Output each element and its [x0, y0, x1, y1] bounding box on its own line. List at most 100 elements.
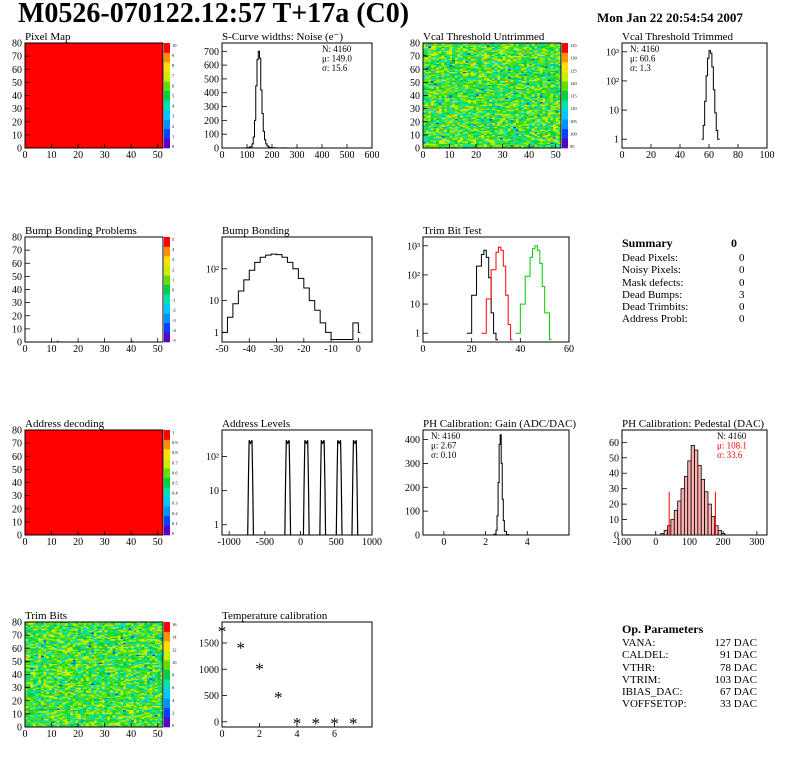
heatmap-cell	[494, 64, 498, 66]
heatmap-cell	[441, 71, 445, 74]
heatmap-cell	[465, 52, 469, 54]
heatmap-cell	[423, 45, 426, 48]
heatmap-cell	[457, 116, 461, 119]
heatmap-cell	[446, 108, 450, 111]
histogram-series	[481, 246, 513, 341]
heatmap-cell	[523, 43, 527, 45]
heatmap-cell	[537, 77, 541, 79]
heatmap-cell	[436, 133, 440, 136]
heatmap-cell	[449, 104, 453, 107]
heatmap-cell	[454, 46, 458, 49]
heatmap-cell	[492, 115, 495, 117]
x-tick-label: 10	[47, 150, 57, 161]
x-tick-label: 40	[675, 150, 685, 161]
heatmap-cell	[537, 102, 541, 104]
heatmap-cell	[441, 86, 445, 88]
heatmap-cell	[473, 141, 477, 144]
heatmap-cell	[460, 123, 464, 125]
heatmap-cell	[470, 107, 474, 109]
heatmap-cell	[550, 85, 554, 87]
heatmap-cell	[446, 132, 450, 134]
histogram-bar	[677, 500, 682, 536]
heatmap-cell	[473, 43, 477, 45]
heatmap-cell	[518, 90, 522, 92]
heatmap-cell	[526, 48, 530, 50]
heatmap-cell	[489, 45, 493, 48]
heatmap-cell	[494, 70, 498, 73]
heatmap-cell	[521, 66, 525, 69]
heatmap-cell	[507, 88, 511, 91]
heatmap-cell	[468, 62, 472, 65]
heatmap-cell	[452, 136, 456, 138]
heatmap-cell	[462, 115, 466, 117]
heatmap-cell	[494, 140, 498, 142]
heatmap-cell	[542, 58, 546, 61]
heatmap-cell	[523, 106, 527, 108]
heatmap-cell	[521, 136, 525, 138]
heatmap-cell	[555, 78, 559, 81]
heatmap-cell	[526, 50, 530, 53]
heatmap-cell	[457, 46, 461, 49]
heatmap-cell	[542, 109, 546, 112]
heatmap-cell	[497, 99, 501, 102]
heatmap-cell	[499, 137, 503, 140]
heatmap-cell	[545, 50, 549, 53]
heatmap-cell	[465, 43, 469, 45]
heatmap-cell	[547, 70, 551, 73]
heatmap-cell	[521, 69, 525, 71]
heatmap-cell	[454, 65, 458, 67]
heatmap-cell	[513, 136, 517, 138]
heatmap-cell	[526, 145, 530, 147]
heatmap-cell	[515, 116, 519, 119]
heatmap-cell	[494, 144, 498, 146]
heatmap-cell	[497, 81, 501, 83]
heatmap-cell	[446, 96, 450, 99]
heatmap-cell	[470, 78, 474, 81]
heatmap-cell	[507, 75, 511, 78]
heatmap-cell	[513, 58, 517, 61]
heatmap-cell	[489, 140, 493, 142]
x-tick-label: 20	[73, 150, 83, 161]
heatmap-cell	[449, 87, 453, 90]
heatmap-cell	[436, 73, 440, 75]
palette-swatch	[164, 332, 170, 343]
heatmap-cell	[542, 79, 546, 82]
heatmap-cell	[499, 46, 503, 49]
heatmap-cell	[462, 62, 466, 65]
heatmap-cell	[468, 66, 472, 69]
heatmap-cell	[425, 127, 429, 129]
y-tick-label: 10³	[407, 241, 420, 252]
heatmap-cell	[465, 129, 469, 132]
heatmap-cell	[523, 62, 527, 65]
heatmap-cell	[457, 52, 461, 54]
heatmap-cell	[531, 117, 535, 120]
palette-swatch	[164, 294, 170, 305]
heatmap-cell	[468, 96, 472, 99]
heatmap-cell	[542, 124, 546, 126]
heatmap-cell	[425, 129, 429, 132]
heatmap-cell	[513, 91, 517, 94]
heatmap-cell	[505, 98, 509, 100]
heatmap-cell	[478, 69, 482, 71]
heatmap-cell	[462, 145, 466, 147]
heatmap-cell	[534, 104, 538, 107]
heatmap-cell	[465, 45, 469, 48]
heatmap-cell	[473, 130, 477, 133]
heatmap-cell	[476, 106, 480, 108]
heatmap-cell	[550, 113, 554, 116]
heatmap-cell	[502, 124, 506, 126]
heatmap-cell	[489, 87, 493, 90]
heatmap-cell	[430, 121, 434, 124]
heatmap-cell	[523, 124, 527, 126]
heatmap-cell	[484, 120, 487, 123]
heatmap-cell	[534, 125, 538, 128]
heatmap-cell	[553, 100, 556, 103]
heatmap-cell	[425, 146, 429, 149]
heatmap-cell	[430, 70, 434, 73]
heatmap-cell	[460, 60, 464, 62]
heatmap-cell	[523, 119, 527, 121]
heatmap-cell	[555, 90, 559, 92]
heatmap-cell	[473, 111, 477, 113]
palette-swatch	[164, 265, 170, 276]
heatmap-cell	[481, 69, 485, 71]
